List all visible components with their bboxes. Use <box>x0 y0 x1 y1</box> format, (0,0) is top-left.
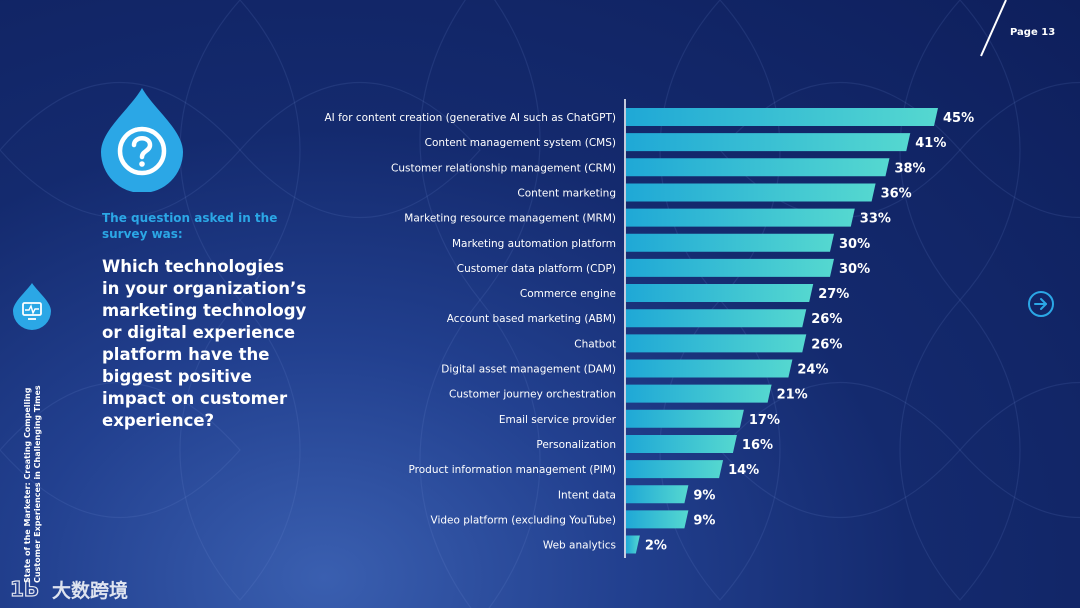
bar-value-label: 45% <box>943 111 974 126</box>
arrow-right-circle-icon[interactable] <box>1027 290 1055 318</box>
bar-category-label: Chatbot <box>574 338 616 350</box>
question-intro: The question asked in the survey was: <box>102 211 278 241</box>
bar-value-label: 33% <box>860 212 891 227</box>
question-text: Which technologies in your organization’… <box>102 257 307 430</box>
bar-value-label: 41% <box>915 136 946 151</box>
bar-category-label: Product information management (PIM) <box>409 464 617 476</box>
watermark-logo-icon: 1Ь <box>9 576 39 601</box>
monitor-icon <box>13 283 51 330</box>
bar <box>626 284 814 303</box>
bar <box>626 233 834 252</box>
bar <box>626 510 689 529</box>
bar-value-label: 2% <box>645 539 667 554</box>
bar-category-label: Email service provider <box>499 414 617 426</box>
bar-value-label: 30% <box>839 237 870 252</box>
watermark-text: 大数跨境 <box>52 580 129 602</box>
bar <box>626 258 834 277</box>
bar-value-label: 27% <box>818 287 849 302</box>
bar-category-label: Video platform (excluding YouTube) <box>431 514 617 526</box>
bar-value-label: 38% <box>894 161 925 176</box>
svg-text:1Ь: 1Ь <box>10 577 39 601</box>
bar-value-label: 17% <box>749 413 780 428</box>
bar <box>626 334 807 353</box>
bar-value-label: 9% <box>693 488 715 503</box>
bar-category-label: Marketing automation platform <box>452 238 616 250</box>
bar-category-label: Account based marketing (ABM) <box>447 313 616 325</box>
bar-category-label: Customer data platform (CDP) <box>457 263 616 275</box>
bar-category-label: Personalization <box>536 439 616 451</box>
bar <box>626 535 640 554</box>
bar-value-label: 26% <box>811 312 842 327</box>
question-mark-icon <box>101 88 183 192</box>
bar <box>626 434 737 453</box>
bar <box>626 208 855 227</box>
bar <box>626 359 793 378</box>
bar-category-label: Intent data <box>558 489 616 501</box>
bar <box>626 108 938 126</box>
bar <box>626 158 890 177</box>
bar-category-label: Marketing resource management (MRM) <box>404 213 616 225</box>
bar-category-label: Content marketing <box>517 187 616 199</box>
bar-value-label: 26% <box>811 337 842 352</box>
bar <box>626 409 744 428</box>
bar <box>626 485 689 504</box>
bar-value-label: 9% <box>693 513 715 528</box>
bar-category-label: Commerce engine <box>520 288 616 300</box>
bar-value-label: 14% <box>728 463 759 478</box>
bar-value-label: 36% <box>881 186 912 201</box>
bar <box>626 384 772 403</box>
bar-category-label: Customer journey orchestration <box>449 389 616 401</box>
bar <box>626 309 807 328</box>
bar <box>626 183 876 202</box>
bar-category-label: Digital asset management (DAM) <box>441 364 616 376</box>
bar-value-label: 21% <box>777 388 808 403</box>
bar-category-label: AI for content creation (generative AI s… <box>324 112 616 124</box>
bar <box>626 460 724 479</box>
bar-value-label: 16% <box>742 438 773 453</box>
bar <box>626 133 911 152</box>
bar-category-label: Customer relationship management (CRM) <box>391 162 616 174</box>
bar-value-label: 24% <box>797 363 828 378</box>
bar-category-label: Content management system (CMS) <box>425 137 616 149</box>
page-number: Page 13 <box>1010 27 1056 38</box>
bar-value-label: 30% <box>839 262 870 277</box>
bar-category-label: Web analytics <box>543 540 616 552</box>
